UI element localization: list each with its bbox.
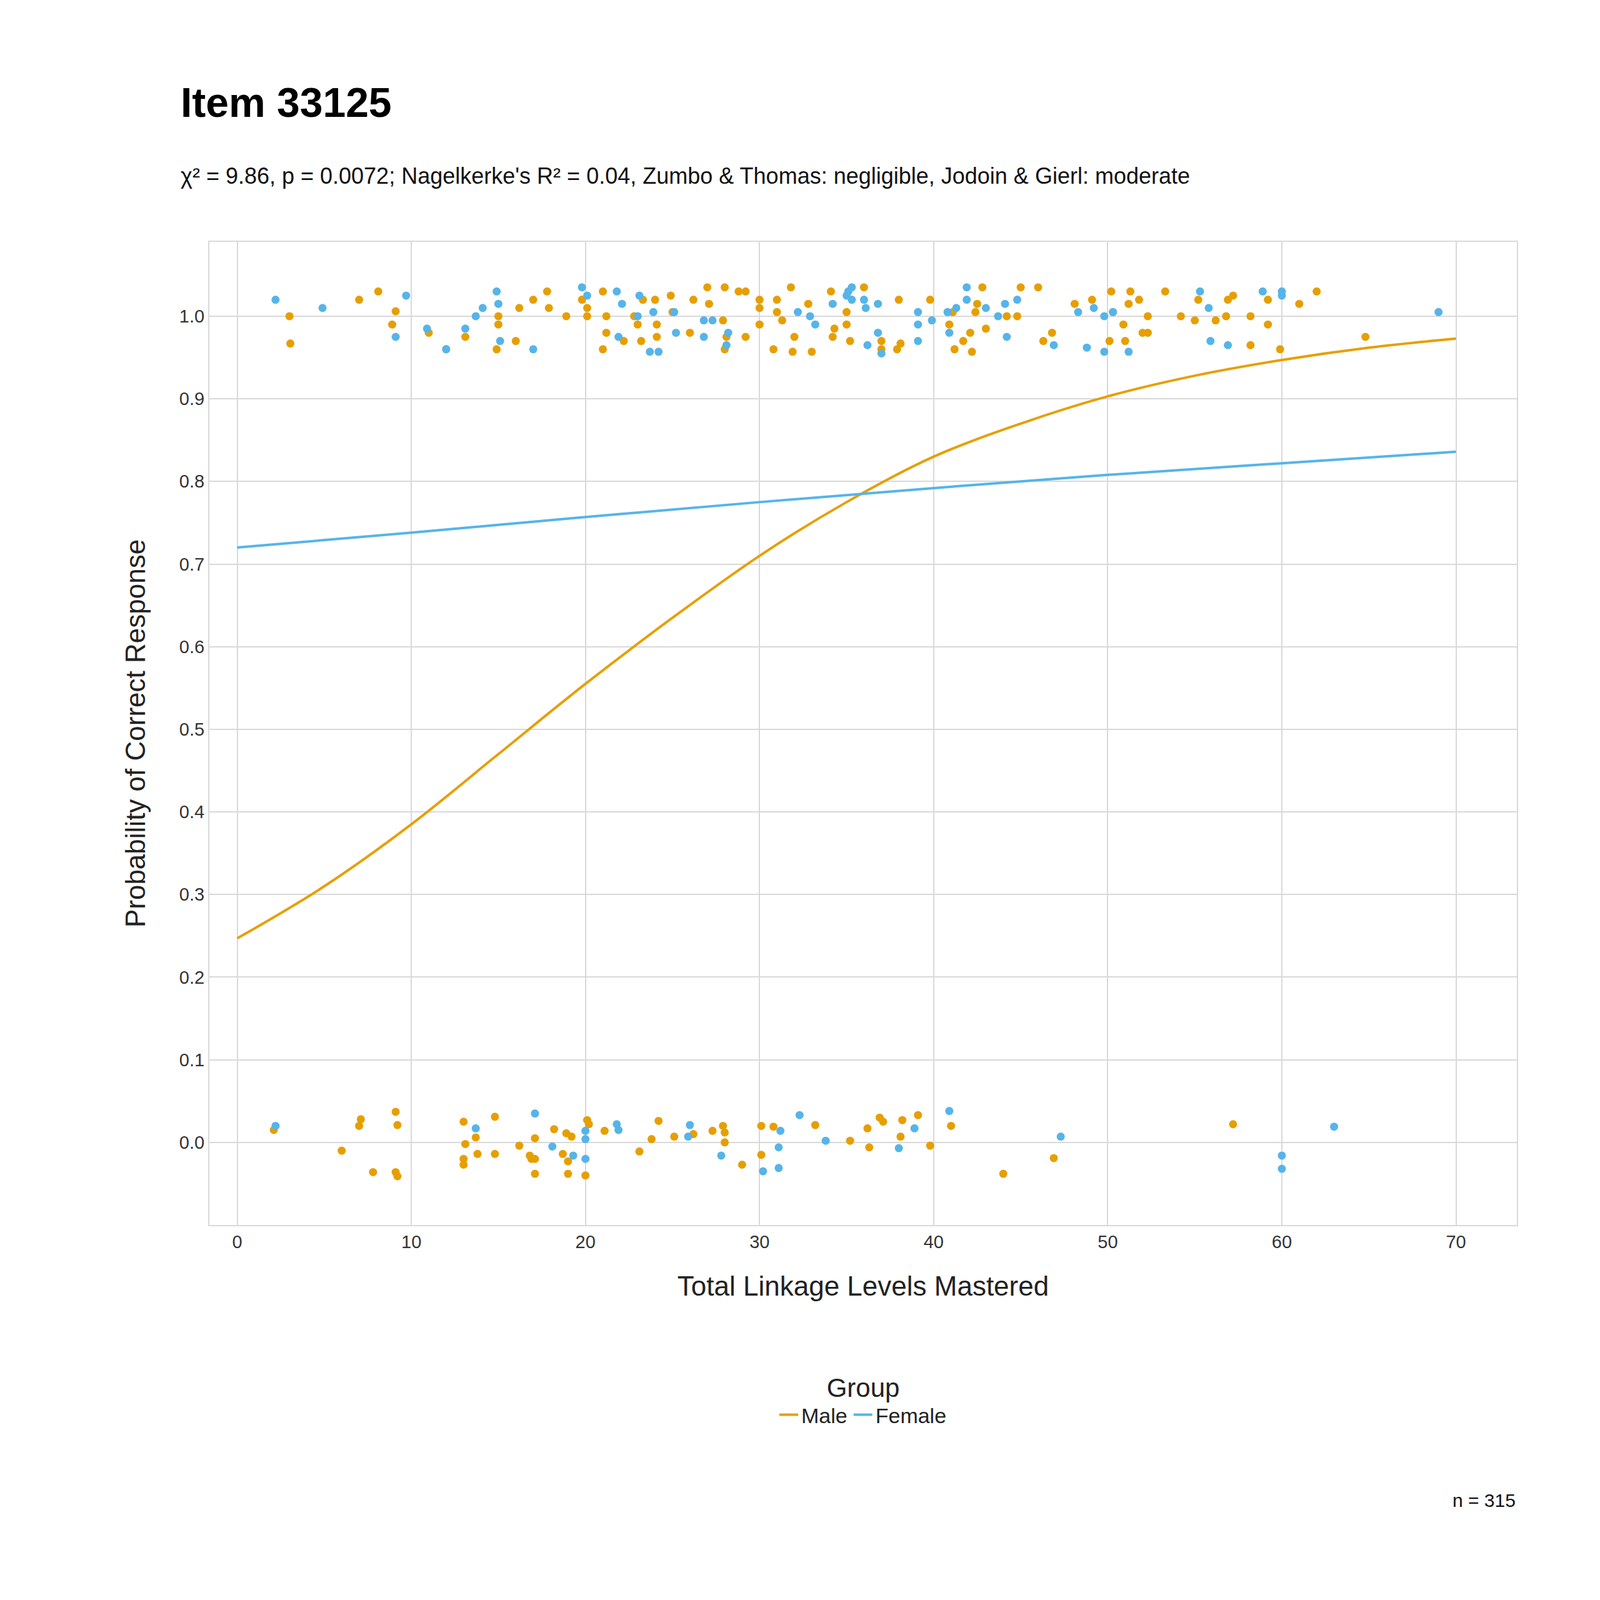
svg-text:n = 315: n = 315 [1452,1490,1516,1511]
svg-text:0.4: 0.4 [179,801,205,822]
svg-text:60: 60 [1271,1231,1292,1252]
svg-text:Item 33125: Item 33125 [180,79,392,126]
svg-text:0.8: 0.8 [179,471,205,492]
svg-text:30: 30 [749,1231,770,1252]
svg-text:0.3: 0.3 [179,884,205,905]
svg-text:40: 40 [923,1231,944,1252]
svg-text:50: 50 [1097,1231,1118,1252]
svg-text:Total Linkage Levels Mastered: Total Linkage Levels Mastered [677,1270,1049,1302]
svg-text:10: 10 [401,1231,422,1252]
svg-text:Group: Group [826,1373,900,1403]
svg-text:0.0: 0.0 [179,1132,205,1153]
svg-text:20: 20 [575,1231,596,1252]
svg-text:70: 70 [1445,1231,1466,1252]
svg-text:0.6: 0.6 [179,636,205,657]
svg-text:Probability of Correct Respons: Probability of Correct Response [120,539,151,928]
svg-text:χ² = 9.86, p = 0.0072; Nagelke: χ² = 9.86, p = 0.0072; Nagelkerke's R² =… [180,163,1190,189]
svg-text:1.0: 1.0 [179,306,205,327]
svg-text:0.2: 0.2 [179,967,205,988]
svg-text:0.7: 0.7 [179,554,205,575]
svg-text:0.9: 0.9 [179,388,205,409]
svg-text:0.5: 0.5 [179,719,205,740]
svg-text:0: 0 [231,1231,242,1252]
svg-text:0.1: 0.1 [179,1050,205,1070]
svg-text:Male: Male [801,1403,848,1428]
svg-text:Female: Female [875,1403,947,1428]
